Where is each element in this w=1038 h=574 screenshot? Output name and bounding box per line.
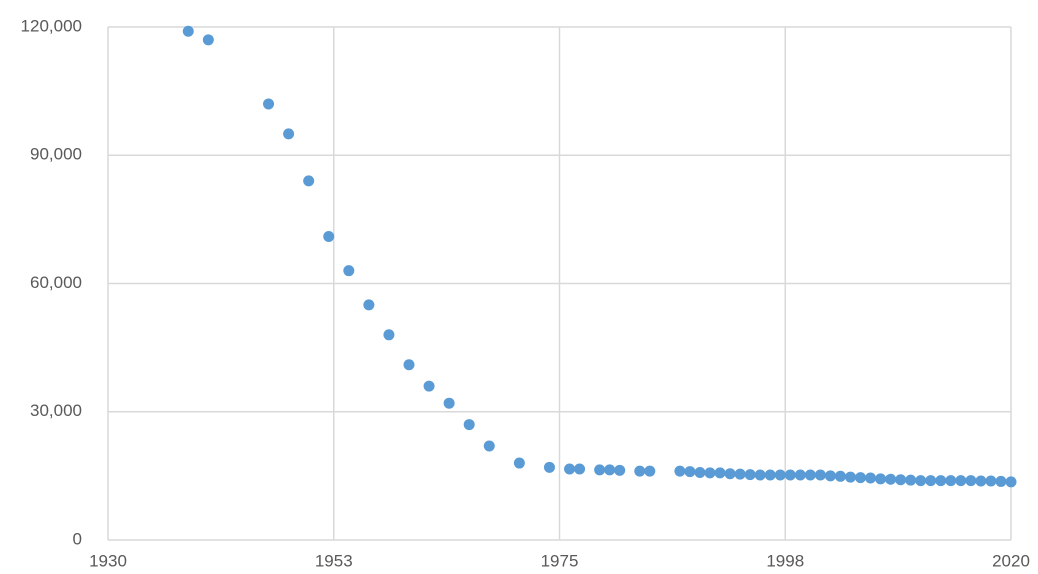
point [905,474,917,486]
point [323,230,335,242]
y-tick-label: 0 [73,529,82,548]
point [644,465,656,477]
point [202,34,214,46]
point [704,467,716,479]
point [714,467,726,479]
point [925,475,937,487]
point [784,469,796,481]
point [694,466,706,478]
point [182,25,194,37]
point [824,470,836,482]
point [915,475,927,487]
x-tick-label: 1953 [315,551,353,570]
point [985,475,997,487]
point [443,397,455,409]
point [1005,476,1017,488]
point [463,419,475,431]
y-tick-label: 60,000 [30,273,82,292]
point [855,472,866,484]
x-tick-label: 1998 [766,551,804,570]
point [834,470,846,482]
point [574,463,586,475]
point [403,359,415,371]
point [814,469,826,481]
point [564,463,576,475]
point [634,465,646,477]
point [423,380,435,392]
point [995,475,1007,487]
point [594,464,606,476]
point [303,175,315,187]
x-tick-label: 1930 [89,551,127,570]
point [343,265,355,277]
y-tick-label: 120,000 [21,16,82,35]
point [684,466,696,478]
point [885,473,897,485]
point [955,475,967,487]
point [363,299,375,311]
point [283,128,295,140]
point [794,469,806,481]
point [865,472,877,484]
point [734,468,746,480]
point [724,468,736,480]
point [674,465,686,477]
point [895,474,907,486]
point [764,469,776,481]
point [614,464,626,476]
point [804,469,816,481]
point [774,469,786,481]
point [965,475,977,487]
point [604,464,616,476]
point [543,461,555,473]
x-tick-label: 2020 [992,551,1030,570]
y-tick-label: 30,000 [30,401,82,420]
point [263,98,275,110]
point [875,473,887,485]
point [744,469,756,481]
point [945,475,957,487]
y-tick-label: 90,000 [30,145,82,164]
point [383,329,395,341]
point [513,457,525,469]
point [975,475,987,487]
point [844,471,856,483]
point [483,440,495,452]
point [754,469,766,481]
point [935,475,947,487]
x-tick-label: 1975 [541,551,579,570]
